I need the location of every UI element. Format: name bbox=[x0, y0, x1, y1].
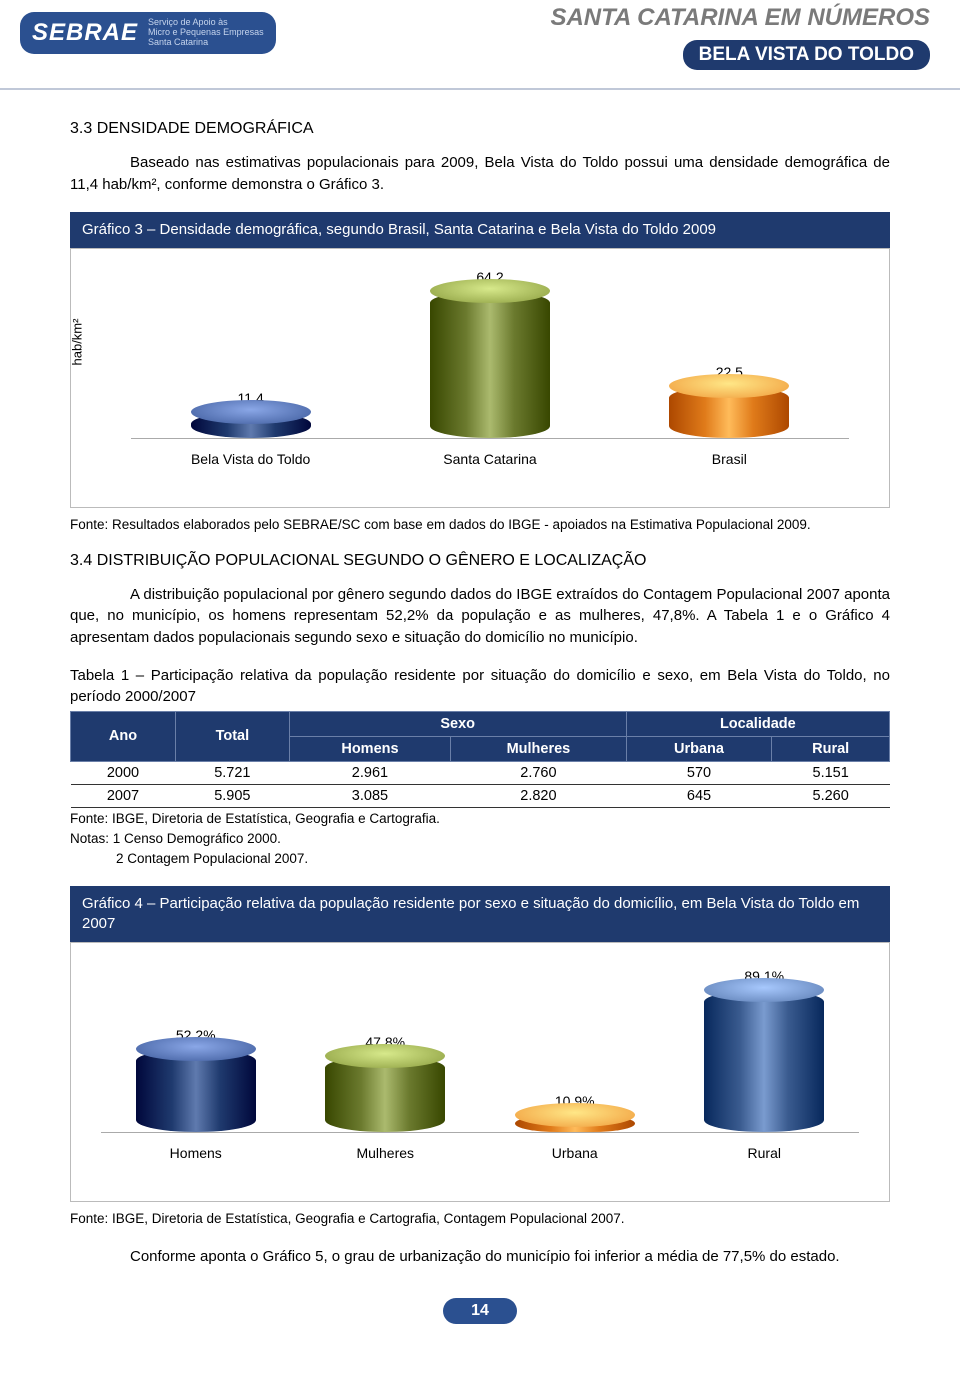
th-sexo: Sexo bbox=[289, 711, 626, 736]
chart3-ylabel: hab/km² bbox=[70, 318, 85, 365]
category-label: Urbana bbox=[485, 1145, 665, 1161]
table1-note2: 2 Contagem Populacional 2007. bbox=[70, 850, 890, 868]
logo-block: SEBRAE Serviço de Apoio às Micro e Peque… bbox=[20, 12, 276, 54]
sebrae-logo: SEBRAE Serviço de Apoio às Micro e Peque… bbox=[20, 12, 276, 54]
chart3-source: Fonte: Resultados elaborados pelo SEBRAE… bbox=[70, 516, 890, 535]
bar-cylinder bbox=[191, 412, 311, 438]
category-label: Mulheres bbox=[295, 1145, 475, 1161]
chart3-title: Gráfico 3 – Densidade demográfica, segun… bbox=[70, 212, 890, 248]
chart4-bars: 52,2%47,8% 10,9%89,1% bbox=[101, 963, 859, 1133]
chart3-bars: 11,4 64,2 22,5 bbox=[131, 269, 849, 439]
table-cell: 5.721 bbox=[175, 761, 289, 784]
category-label: Rural bbox=[674, 1145, 854, 1161]
table-cell: 2.820 bbox=[451, 784, 626, 807]
closing-para: Conforme aponta o Gráfico 5, o grau de u… bbox=[70, 1246, 890, 1268]
bar-cylinder bbox=[669, 386, 789, 437]
table-cell: 2.760 bbox=[451, 761, 626, 784]
page-header: SEBRAE Serviço de Apoio às Micro e Peque… bbox=[0, 0, 960, 90]
th-total: Total bbox=[175, 711, 289, 761]
bar-group: 47,8% bbox=[295, 1034, 475, 1132]
chart3-area: hab/km² 11,4 64,2 22,5 Bela Vista do Toldo… bbox=[70, 248, 890, 508]
section-33-heading: 3.3 DENSIDADE DEMOGRÁFICA bbox=[70, 120, 890, 138]
table-cell: 645 bbox=[626, 784, 772, 807]
table-row: 20005.7212.9612.7605705.151 bbox=[71, 761, 890, 784]
page-number: 14 bbox=[443, 1298, 517, 1324]
section-34-para: A distribuição populacional por gênero s… bbox=[70, 584, 890, 649]
chart4-source: Fonte: IBGE, Diretoria de Estatística, G… bbox=[70, 1210, 890, 1229]
table1-note1: Notas: 1 Censo Demográfico 2000. bbox=[70, 830, 890, 848]
table1-caption: Tabela 1 – Participação relativa da popu… bbox=[70, 665, 890, 707]
bar-cylinder bbox=[704, 990, 824, 1133]
table-cell: 3.085 bbox=[289, 784, 450, 807]
table-cell: 2.961 bbox=[289, 761, 450, 784]
bar-group: 22,5 bbox=[639, 364, 819, 437]
chart4-area: 52,2%47,8% 10,9%89,1% Homens Mulheres Urban… bbox=[70, 942, 890, 1202]
th-homens: Homens bbox=[289, 736, 450, 761]
category-label: Homens bbox=[106, 1145, 286, 1161]
page-footer: 14 bbox=[70, 1298, 890, 1324]
table-cell: 2000 bbox=[71, 761, 176, 784]
category-label: Brasil bbox=[639, 451, 819, 467]
header-subtitle: BELA VISTA DO TOLDO bbox=[683, 40, 930, 70]
th-localidade: Localidade bbox=[626, 711, 889, 736]
bar-group: 11,4 bbox=[161, 390, 341, 438]
table-cell: 570 bbox=[626, 761, 772, 784]
th-mulheres: Mulheres bbox=[451, 736, 626, 761]
header-title: SANTA CATARINA EM NÚMEROS bbox=[550, 4, 930, 32]
chart4-title: Gráfico 4 – Participação relativa da pop… bbox=[70, 886, 890, 943]
logo-text: SEBRAE bbox=[32, 19, 138, 47]
bar-cylinder bbox=[325, 1056, 445, 1132]
table-cell: 5.151 bbox=[772, 761, 890, 784]
chart3-categories: Bela Vista do Toldo Santa Catarina Brasil bbox=[131, 451, 849, 467]
bar-cylinder bbox=[136, 1049, 256, 1133]
bar-group: 64,2 bbox=[400, 269, 580, 438]
page-content: 3.3 DENSIDADE DEMOGRÁFICA Baseado nas es… bbox=[0, 90, 960, 1364]
logo-subtext: Serviço de Apoio às Micro e Pequenas Emp… bbox=[148, 18, 264, 48]
table1-source: Fonte: IBGE, Diretoria de Estatística, G… bbox=[70, 810, 890, 828]
table-cell: 5.905 bbox=[175, 784, 289, 807]
bar-group: 10,9% bbox=[485, 1093, 665, 1132]
bar-cylinder bbox=[515, 1115, 635, 1132]
th-urbana: Urbana bbox=[626, 736, 772, 761]
table1: Ano Total Sexo Localidade Homens Mulhere… bbox=[70, 711, 890, 808]
chart4-categories: Homens Mulheres Urbana Rural bbox=[101, 1145, 859, 1161]
section-33-para: Baseado nas estimativas populacionais pa… bbox=[70, 152, 890, 196]
bar-group: 89,1% bbox=[674, 968, 854, 1133]
th-ano: Ano bbox=[71, 711, 176, 761]
table-cell: 2007 bbox=[71, 784, 176, 807]
category-label: Bela Vista do Toldo bbox=[161, 451, 341, 467]
bar-group: 52,2% bbox=[106, 1027, 286, 1133]
bar-cylinder bbox=[430, 291, 550, 438]
category-label: Santa Catarina bbox=[400, 451, 580, 467]
table-row: 20075.9053.0852.8206455.260 bbox=[71, 784, 890, 807]
th-rural: Rural bbox=[772, 736, 890, 761]
table-cell: 5.260 bbox=[772, 784, 890, 807]
section-34-heading: 3.4 DISTRIBUIÇÃO POPULACIONAL SEGUNDO O … bbox=[70, 552, 890, 570]
